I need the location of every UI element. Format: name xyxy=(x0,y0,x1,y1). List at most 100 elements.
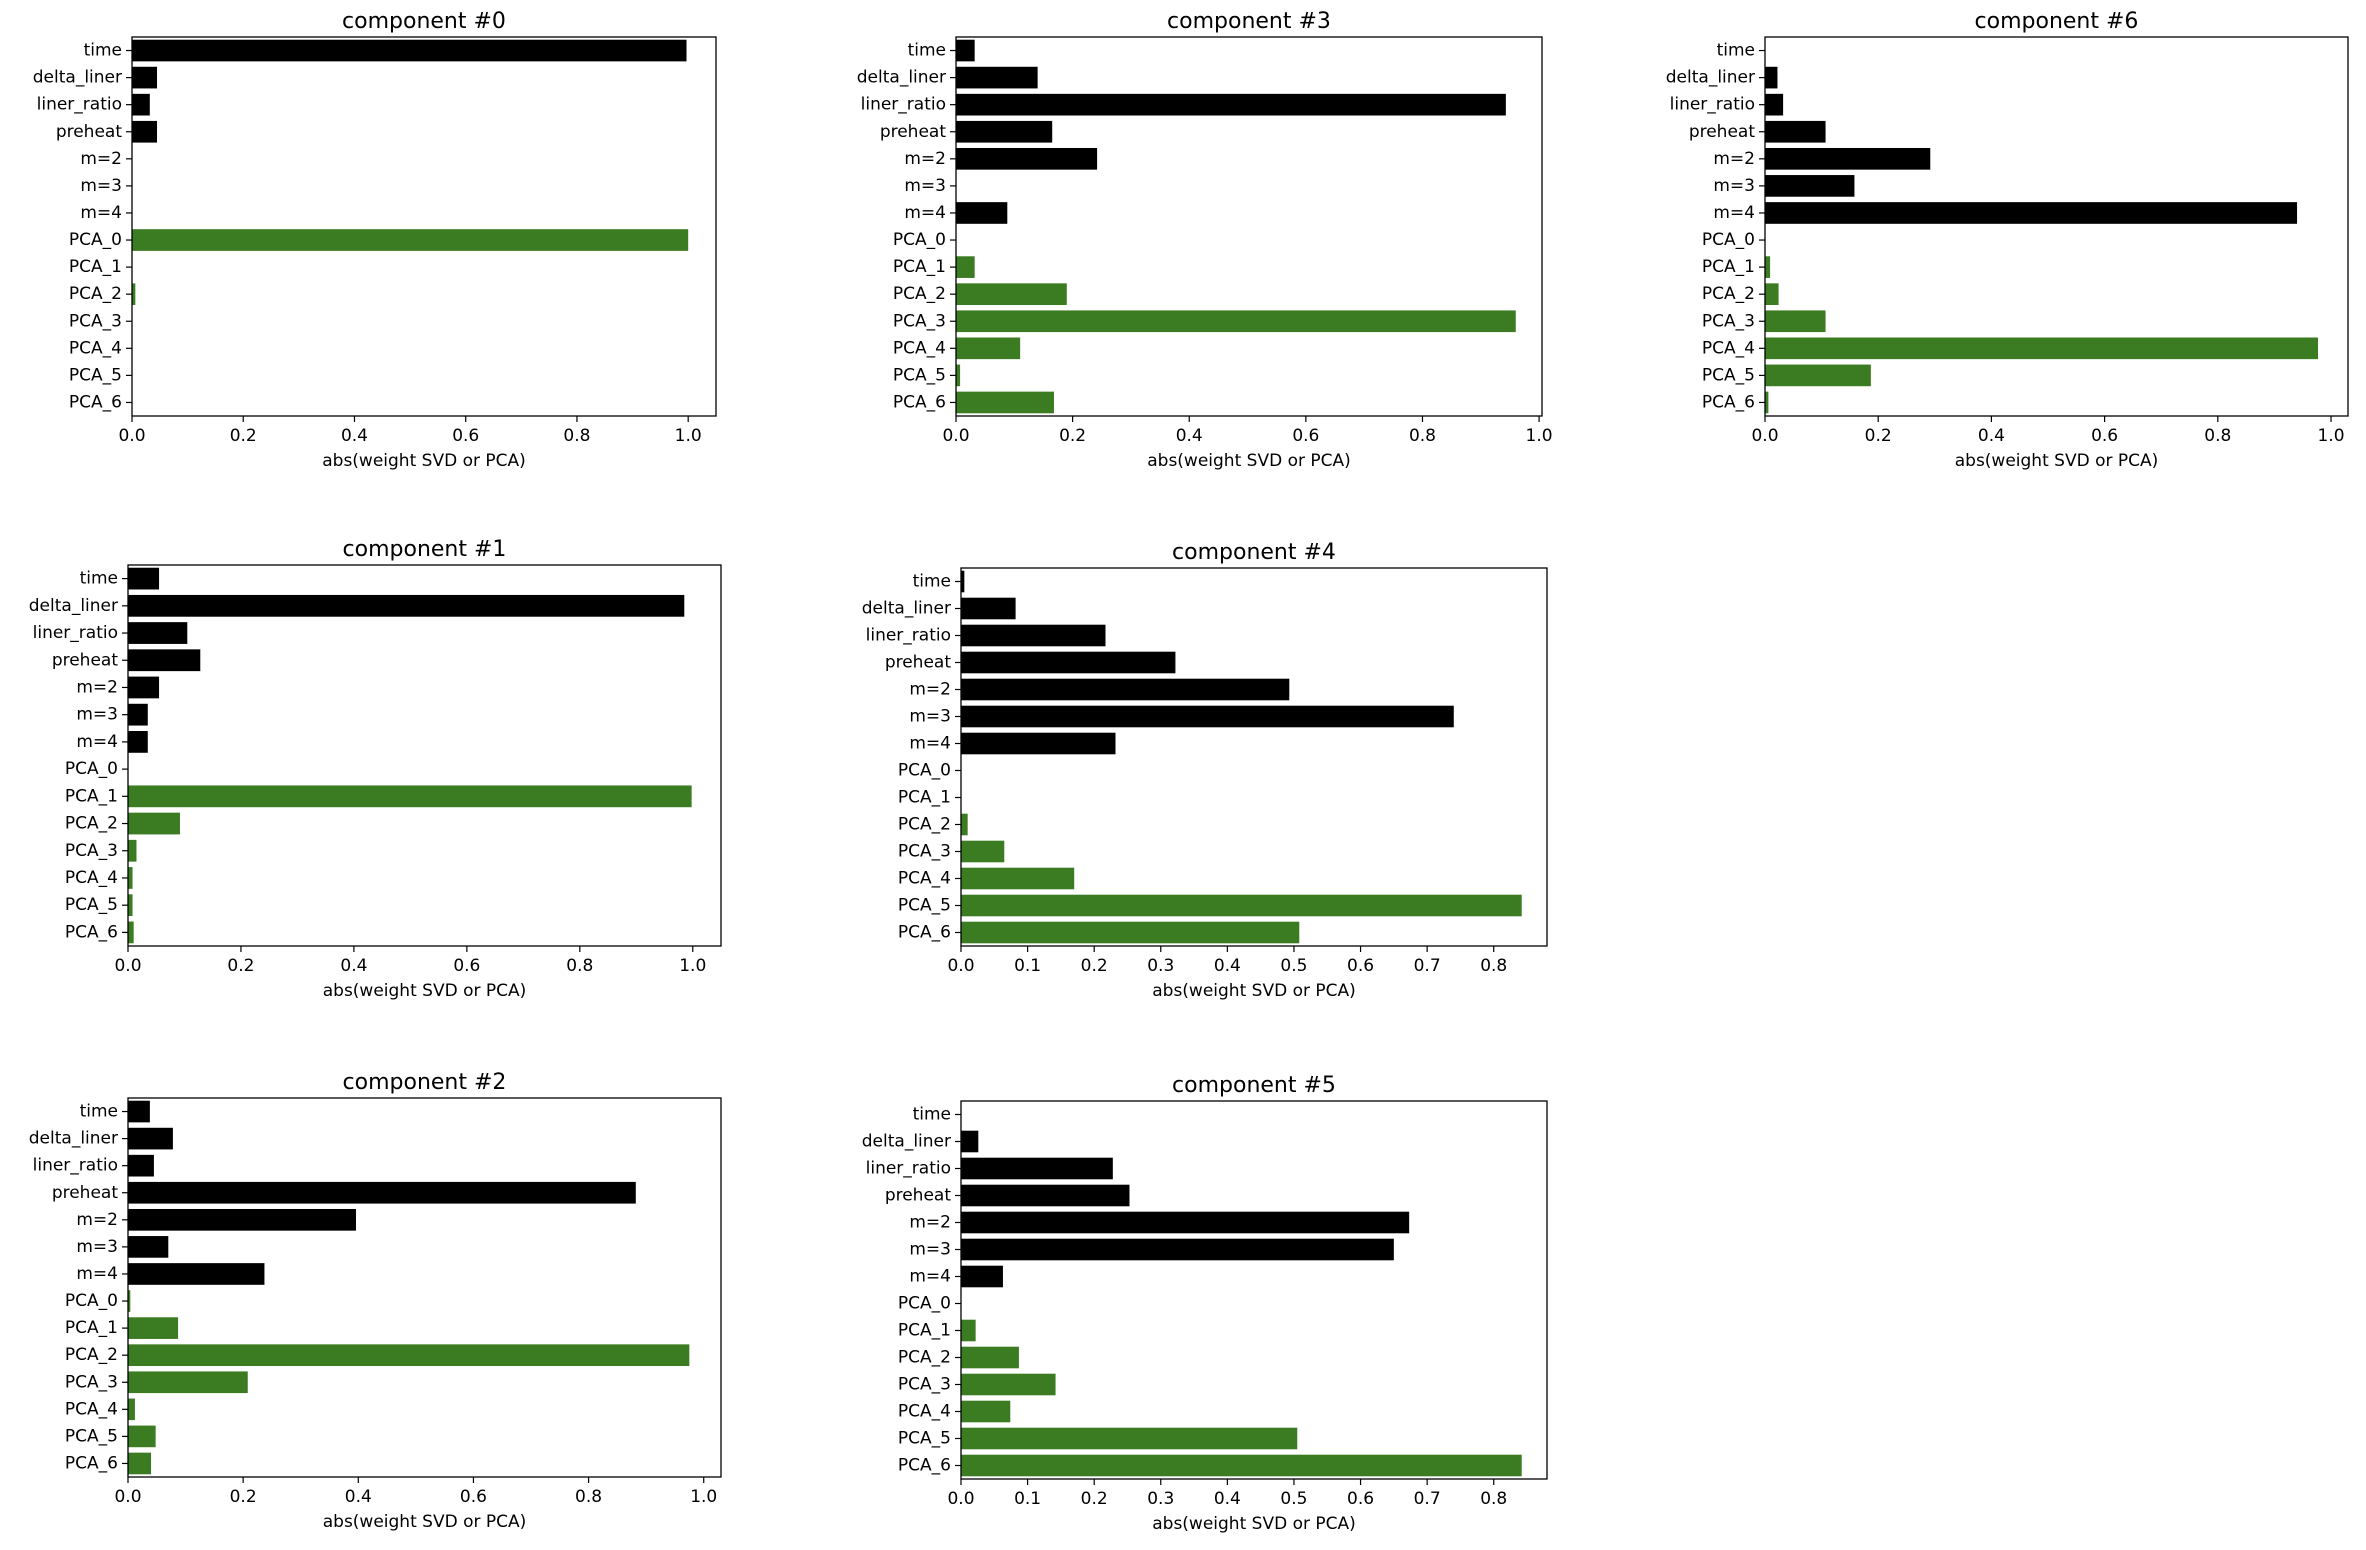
y-tick-label: delta_liner xyxy=(862,1132,951,1152)
y-tick-label: PCA_6 xyxy=(898,1456,951,1476)
y-tick-label: liner_ratio xyxy=(33,1156,118,1176)
bar-PCA_2 xyxy=(961,1346,1019,1369)
bar-preheat xyxy=(956,120,1053,143)
x-tick-label: 0.5 xyxy=(1280,1489,1307,1509)
bar-time xyxy=(132,39,687,62)
x-tick-label: 0.8 xyxy=(2204,426,2231,446)
x-tick-label: 1.0 xyxy=(679,956,706,976)
x-tick-label: 0.0 xyxy=(947,1489,974,1509)
y-tick-label: PCA_4 xyxy=(898,869,951,889)
bar-PCA_4 xyxy=(961,1400,1011,1423)
bar-m=4 xyxy=(961,1265,1003,1288)
y-tick-label: liner_ratio xyxy=(861,95,946,115)
y-tick-label: delta_liner xyxy=(862,599,951,619)
x-axis-label: abs(weight SVD or PCA) xyxy=(323,981,527,1001)
x-tick-label: 0.4 xyxy=(340,956,367,976)
bar-preheat xyxy=(961,1184,1130,1207)
y-tick-label: PCA_5 xyxy=(65,1426,118,1446)
bar-PCA_5 xyxy=(1765,364,1871,387)
bar-PCA_1 xyxy=(128,785,692,808)
y-tick-label: PCA_2 xyxy=(898,1348,951,1368)
x-tick-label: 0.2 xyxy=(1059,426,1086,446)
x-axis-label: abs(weight SVD or PCA) xyxy=(1955,451,2159,471)
bar-preheat xyxy=(1765,120,1826,143)
y-tick-label: PCA_0 xyxy=(898,1294,951,1314)
y-tick-label: PCA_1 xyxy=(69,257,122,277)
bar-PCA_3 xyxy=(1765,310,1826,333)
y-tick-label: PCA_5 xyxy=(69,365,122,385)
bar-PCA_2 xyxy=(956,283,1067,306)
y-tick-label: time xyxy=(80,569,118,589)
subplot-title: component #0 xyxy=(342,9,506,34)
y-tick-label: PCA_4 xyxy=(898,1402,951,1422)
bar-time xyxy=(128,567,160,590)
y-tick-label: m=4 xyxy=(76,1264,118,1284)
y-tick-label: PCA_3 xyxy=(898,842,951,862)
bar-m=3 xyxy=(961,705,1454,728)
y-tick-label: PCA_2 xyxy=(1702,284,1755,304)
x-tick-label: 1.0 xyxy=(675,426,702,446)
bar-liner_ratio xyxy=(1765,93,1784,116)
x-tick-label: 0.7 xyxy=(1414,1489,1441,1509)
y-tick-label: PCA_2 xyxy=(69,284,122,304)
x-tick-label: 0.6 xyxy=(460,1487,487,1507)
bar-delta_liner xyxy=(132,66,158,89)
x-tick-label: 0.1 xyxy=(1014,956,1041,976)
x-tick-label: 0.2 xyxy=(1081,1489,1108,1509)
bar-time xyxy=(961,570,965,593)
y-tick-label: PCA_0 xyxy=(69,230,122,250)
y-tick-label: m=4 xyxy=(1713,203,1755,223)
bar-time xyxy=(128,1100,150,1123)
x-tick-label: 0.8 xyxy=(563,426,590,446)
x-tick-label: 0.4 xyxy=(1214,1489,1241,1509)
bar-m=4 xyxy=(956,202,1008,224)
bar-PCA_2 xyxy=(961,813,968,836)
y-tick-label: time xyxy=(913,572,951,592)
x-tick-label: 0.2 xyxy=(230,1487,257,1507)
y-tick-label: m=4 xyxy=(909,734,951,754)
y-tick-label: PCA_4 xyxy=(69,338,122,358)
y-tick-label: time xyxy=(913,1105,951,1125)
y-tick-label: delta_liner xyxy=(1666,68,1755,88)
y-tick-label: preheat xyxy=(885,653,952,673)
y-tick-label: time xyxy=(84,41,122,61)
bar-PCA_4 xyxy=(128,1398,135,1421)
bar-PCA_0 xyxy=(128,1290,131,1312)
y-tick-label: PCA_4 xyxy=(65,868,118,888)
subplot-title: component #4 xyxy=(1172,540,1336,565)
x-tick-label: 0.6 xyxy=(452,426,479,446)
y-tick-label: PCA_2 xyxy=(65,1345,118,1365)
bar-m=3 xyxy=(961,1238,1394,1261)
bar-liner_ratio xyxy=(128,622,188,644)
bar-PCA_4 xyxy=(956,337,1021,360)
y-tick-label: liner_ratio xyxy=(33,623,118,643)
x-tick-label: 0.3 xyxy=(1147,1489,1174,1509)
y-tick-label: m=3 xyxy=(76,1237,118,1257)
y-tick-label: preheat xyxy=(52,650,119,670)
bar-preheat xyxy=(128,1181,636,1204)
bar-PCA_6 xyxy=(128,1452,152,1475)
bar-preheat xyxy=(132,120,158,143)
x-tick-label: 0.0 xyxy=(114,1487,141,1507)
bar-liner_ratio xyxy=(956,93,1506,116)
bar-m=2 xyxy=(961,678,1290,701)
y-tick-label: delta_liner xyxy=(857,68,946,88)
bar-PCA_2 xyxy=(1765,283,1779,306)
bar-PCA_4 xyxy=(128,867,133,889)
x-tick-label: 0.0 xyxy=(118,426,145,446)
y-tick-label: PCA_1 xyxy=(898,788,951,808)
x-axis-label: abs(weight SVD or PCA) xyxy=(322,451,526,471)
axes-frame xyxy=(127,564,722,947)
y-tick-label: m=2 xyxy=(80,149,122,169)
y-tick-label: time xyxy=(908,41,946,61)
y-tick-label: PCA_2 xyxy=(65,814,118,834)
x-tick-label: 0.6 xyxy=(453,956,480,976)
axes-frame xyxy=(960,567,1548,947)
bar-liner_ratio xyxy=(961,624,1106,647)
y-tick-label: m=4 xyxy=(76,732,118,752)
bar-PCA_2 xyxy=(132,283,136,306)
y-tick-label: PCA_0 xyxy=(893,230,946,250)
